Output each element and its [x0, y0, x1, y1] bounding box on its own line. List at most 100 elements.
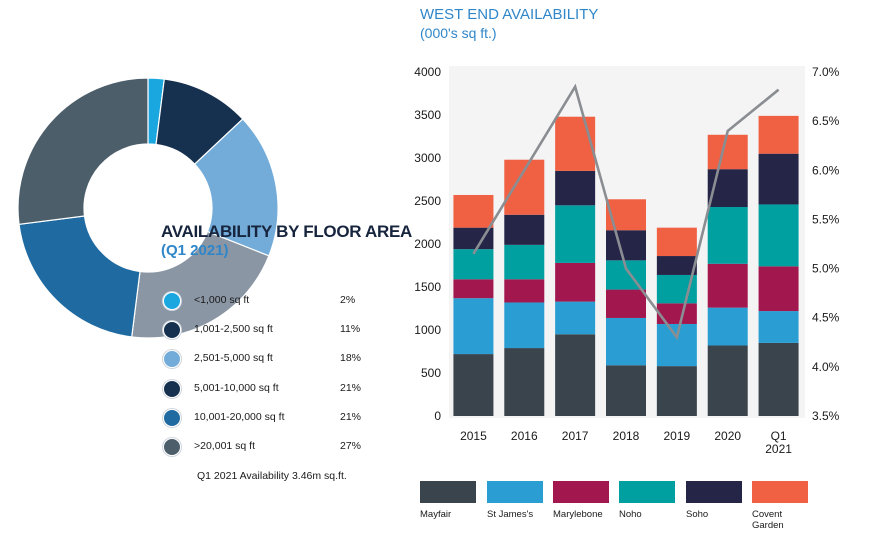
legend-swatch	[420, 481, 476, 503]
legend-value: 21%	[340, 382, 362, 394]
y2-tick-label: 4.0%	[812, 360, 840, 374]
legend-label-line: Garden	[752, 520, 784, 531]
bar-segment	[758, 342, 799, 416]
legend-label-line: Noho	[619, 509, 642, 520]
legend-label: 5,001-10,000 sq ft	[194, 382, 279, 394]
bar-segment	[555, 205, 596, 263]
legend-swatch	[163, 321, 181, 339]
y2-tick-label: 7.0%	[812, 65, 840, 79]
donut-title: AVAILABILITY BY FLOOR AREA	[161, 222, 412, 241]
legend-item: Noho	[619, 481, 675, 520]
y-tick-label: 4000	[414, 65, 441, 79]
legend-value: 2%	[340, 294, 356, 306]
y-tick-label: 3000	[414, 151, 441, 165]
legend-swatch	[619, 481, 675, 503]
bar-segment	[656, 323, 697, 367]
legend-item: 10,001-20,000 sq ft 21%	[163, 409, 363, 429]
bar-segment	[453, 354, 494, 416]
legend-label-line: St James's	[487, 509, 534, 520]
donut-hole	[84, 144, 212, 272]
legend-label: <1,000 sq ft	[194, 294, 250, 306]
bar-chart-title: WEST END AVAILABILITY	[420, 6, 599, 23]
legend-label: Soho	[686, 509, 742, 520]
bar-segment	[555, 301, 596, 335]
legend-value: 27%	[340, 440, 362, 452]
legend-label-line: Mayfair	[420, 509, 452, 520]
y2-tick-label: 6.0%	[812, 163, 840, 177]
legend-swatch	[553, 481, 609, 503]
legend-label: 1,001-2,500 sq ft	[194, 323, 273, 335]
bar-segment	[504, 279, 545, 303]
bar-segment	[555, 262, 596, 302]
legend-swatch	[163, 380, 181, 398]
bar-segment	[758, 311, 799, 343]
bar-segment	[606, 230, 646, 261]
legend-swatch	[163, 350, 181, 368]
x-tick-label: 2020	[714, 429, 741, 443]
bar-segment	[555, 116, 596, 171]
legend-swatch	[487, 481, 543, 503]
legend-value: 11%	[340, 323, 361, 335]
legend-label-line: Marylebone	[553, 509, 603, 520]
bar-segment	[453, 194, 494, 228]
legend-swatch	[163, 292, 181, 310]
legend-item: 1,001-2,500 sq ft 11%	[163, 321, 363, 341]
bar-segment	[453, 298, 494, 355]
bar-segment	[707, 345, 748, 416]
bar-segment	[555, 334, 596, 416]
legend-item: 2,501-5,000 sq ft 18%	[163, 350, 363, 370]
bar-segment	[504, 244, 545, 280]
legend-item: Marylebone	[553, 481, 609, 520]
y-tick-label: 2000	[414, 237, 441, 251]
bar-segment	[656, 227, 697, 257]
legend-label-line: Covent	[752, 509, 783, 520]
bar-segment	[656, 366, 697, 416]
y2-tick-label: 6.5%	[812, 114, 840, 128]
donut-chart	[17, 77, 279, 339]
bar-segment	[504, 214, 545, 245]
bar-segment	[504, 348, 545, 416]
donut-subtitle: (Q1 2021)	[161, 242, 229, 259]
bar-segment	[758, 153, 799, 205]
y-tick-label: 3500	[414, 108, 441, 122]
legend-swatch	[752, 481, 808, 503]
bar-segment	[606, 317, 646, 366]
y2-tick-label: 5.5%	[812, 212, 840, 226]
y-tick-label: 0	[434, 409, 441, 423]
bar-segment	[453, 227, 494, 250]
y2-tick-label: 5.0%	[812, 262, 840, 276]
legend-item: <1,000 sq ft 2%	[163, 292, 363, 312]
bar-segment	[707, 307, 748, 346]
x-tick-label: 2019	[664, 429, 691, 443]
legend-label: St James's	[487, 509, 543, 520]
legend-label: Covent Garden	[752, 509, 808, 531]
bar-segment	[606, 365, 646, 416]
bar-segment	[504, 302, 545, 349]
legend-value: 18%	[340, 352, 362, 364]
legend-swatch	[163, 438, 181, 456]
x-tick-label: Q1	[771, 429, 787, 443]
x-tick-label: 2016	[511, 429, 538, 443]
legend-label: >20,001 sq ft	[194, 440, 256, 452]
y-tick-label: 1500	[414, 280, 441, 294]
bar-chart: 0 500 1000 1500 2000 2500 3000 3500 4000 3.5% 4.0…	[414, 65, 839, 456]
legend-label-line: Soho	[686, 509, 709, 520]
vacancy-rate-line	[472, 83, 780, 341]
y2-tick-label: 4.5%	[812, 311, 840, 325]
y-tick-label: 1000	[414, 323, 441, 337]
bar-segment	[453, 279, 494, 299]
bar-segment	[656, 303, 697, 324]
x-tick-label: 2018	[613, 429, 640, 443]
legend-swatch	[686, 481, 742, 503]
legend-label: Noho	[619, 509, 675, 520]
legend-item: Covent Garden	[752, 481, 808, 531]
legend-item: Soho	[686, 481, 742, 520]
legend-value: 21%	[340, 411, 362, 423]
bar-segment	[707, 263, 748, 308]
legend-swatch	[163, 409, 181, 427]
legend-item: Mayfair	[420, 481, 476, 520]
bar-segment	[555, 170, 596, 206]
bar-chart-subtitle: (000's sq ft.)	[420, 25, 497, 41]
legend-item: >20,001 sq ft 27%	[163, 438, 363, 458]
